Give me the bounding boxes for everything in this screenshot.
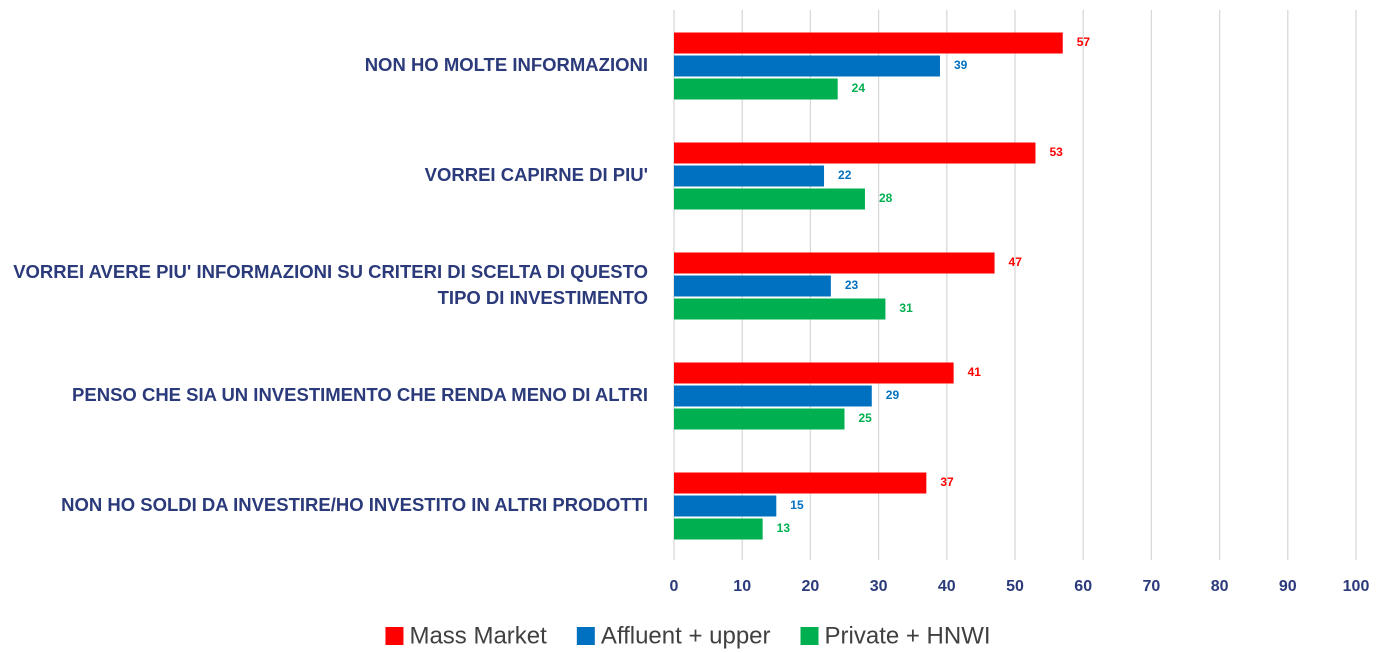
x-tick-label: 70 [1143, 578, 1161, 595]
x-tick-label: 40 [938, 578, 956, 595]
value-label: 39 [954, 58, 968, 72]
value-label: 57 [1077, 35, 1091, 49]
bar [674, 518, 763, 540]
x-tick-label: 0 [670, 578, 679, 595]
value-label: 15 [790, 498, 804, 512]
x-tick-label: 90 [1279, 578, 1297, 595]
legend-label: Private + HNWI [825, 622, 991, 649]
value-label: 23 [845, 278, 859, 292]
category-label: NON HO SOLDI DA INVESTIRE/HO INVESTITO I… [61, 494, 648, 515]
category-label: NON HO MOLTE INFORMAZIONI [364, 54, 648, 75]
bar [674, 298, 886, 320]
x-tick-label: 10 [733, 578, 751, 595]
bar [674, 188, 865, 210]
value-label: 22 [838, 168, 852, 182]
x-tick-label: 100 [1343, 578, 1370, 595]
bar [674, 362, 954, 384]
legend-swatch [576, 627, 595, 645]
legend-item: Private + HNWI [800, 622, 991, 649]
bar [674, 78, 838, 100]
bar [674, 472, 927, 494]
value-label: 41 [968, 365, 982, 379]
bar [674, 275, 831, 297]
legend-label: Mass Market [409, 622, 547, 649]
bar [674, 55, 940, 77]
category-label: VORREI AVERE PIU' INFORMAZIONI SU CRITER… [13, 261, 648, 308]
legend-item: Affluent + upper [576, 622, 771, 649]
value-label: 13 [777, 521, 791, 535]
bar [674, 252, 995, 274]
value-label: 25 [859, 411, 873, 425]
value-label: 37 [940, 475, 954, 489]
x-tick-label: 30 [870, 578, 888, 595]
bar [674, 142, 1036, 164]
legend-item: Mass Market [385, 622, 547, 649]
value-label: 28 [879, 191, 893, 205]
legend-swatch [385, 627, 404, 645]
value-label: 47 [1009, 255, 1023, 269]
category-label: VORREI CAPIRNE DI PIU' [424, 164, 648, 185]
x-tick-label: 60 [1074, 578, 1092, 595]
category-label: PENSO CHE SIA UN INVESTIMENTO CHE RENDA … [72, 384, 648, 405]
x-tick-label: 20 [802, 578, 820, 595]
x-tick-label: 80 [1211, 578, 1229, 595]
legend-label: Affluent + upper [601, 622, 771, 649]
value-label: 29 [886, 388, 900, 402]
value-label: 31 [899, 301, 913, 315]
value-label: 24 [852, 81, 866, 95]
bar [674, 495, 777, 517]
bar [674, 165, 825, 187]
x-tick-label: 50 [1006, 578, 1024, 595]
bar [674, 408, 845, 430]
value-label: 53 [1049, 145, 1063, 159]
bar [674, 32, 1063, 54]
bar [674, 385, 872, 407]
legend-swatch [800, 627, 819, 645]
